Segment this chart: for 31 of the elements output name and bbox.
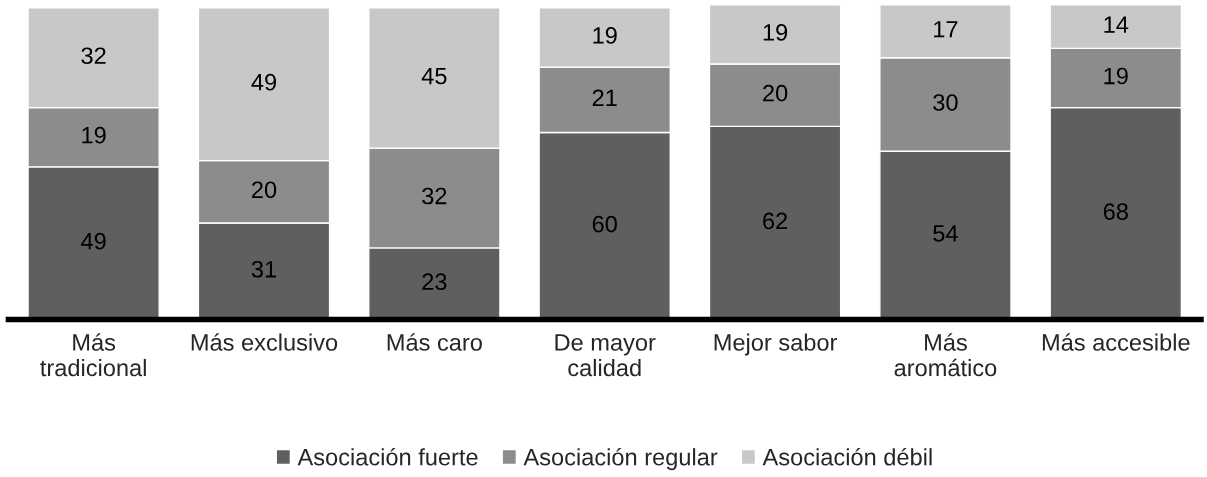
data-label: 31 [251,260,276,278]
x-tick-label: Más exclusivo [191,333,338,351]
data-label: 32 [81,47,106,65]
x-tick-label: Mejor sabor [714,333,838,356]
data-label: 30 [933,94,958,111]
data-label: 19 [593,27,617,44]
legend-label: Asociación débil [762,447,932,466]
data-label: 20 [252,181,277,199]
data-label: 45 [421,67,447,85]
data-label: 20 [763,84,788,102]
data-label: 49 [81,232,106,250]
data-label: 19 [1104,67,1128,85]
x-tick-label: Más accesible [1042,333,1190,351]
data-label: 23 [422,273,447,291]
data-label: 21 [592,89,617,106]
data-label: 54 [933,225,958,242]
x-tick-label: Más tradicional [40,333,146,377]
data-label: 60 [592,215,617,233]
data-label: 49 [251,73,276,91]
data-label: 17 [934,21,958,38]
data-label: 14 [1104,16,1129,33]
data-label: 19 [763,24,788,41]
data-label: 32 [422,187,447,205]
data-label: 68 [1103,203,1128,220]
x-tick-label: De mayor calidad [555,334,656,377]
legend-label: Asociación regular [523,447,718,471]
x-tick-label: Más aromático [894,333,997,377]
data-label: 62 [763,212,788,230]
x-tick-label: Más caro [387,333,482,351]
legend-label: Asociación fuerte [297,447,478,466]
data-label: 19 [82,126,106,144]
